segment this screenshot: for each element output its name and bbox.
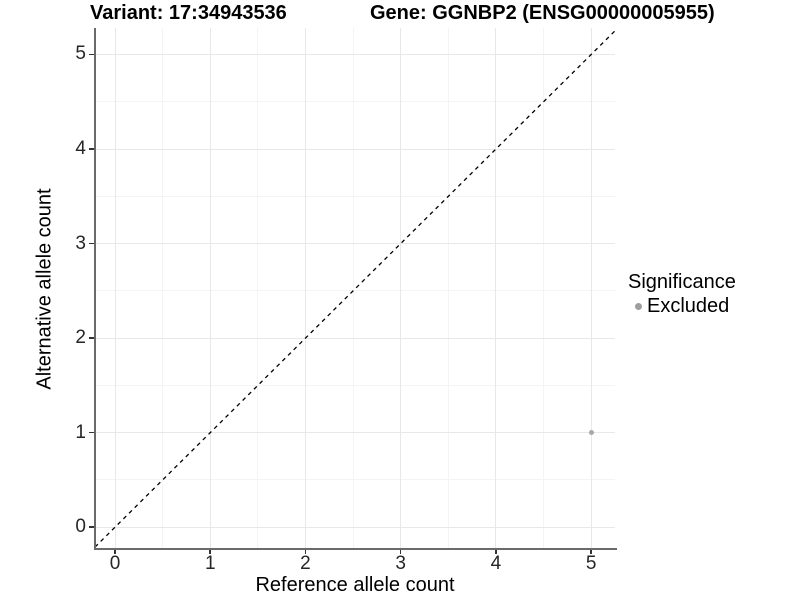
gridline-minor-vertical [257,28,259,548]
x-tick-label: 1 [204,553,216,574]
legend-title: Significance [628,271,736,293]
gridline-minor-vertical [447,28,449,548]
gridline-major-vertical [590,28,592,548]
gridline-major-vertical [304,28,306,548]
x-axis-tick [590,549,592,554]
gridline-minor-vertical [543,28,545,548]
y-axis-tick [89,53,94,56]
y-tick-label: 1 [75,421,86,443]
gridline-minor-vertical [162,28,164,548]
gridline-minor-vertical [352,28,354,548]
legend-item-excluded: Excluded [628,295,736,318]
y-axis-tick [89,242,94,245]
y-axis-title: Alternative allele count [33,188,56,390]
x-tick-label: 2 [300,553,311,574]
gridline-major-horizontal [95,148,615,150]
y-tick-label: 0 [75,516,86,538]
x-axis-tick [399,549,402,554]
y-axis-tick [89,526,94,528]
legend-point-icon [635,303,642,310]
gridline-minor-horizontal [95,101,615,103]
gridline-minor-horizontal [95,290,615,292]
x-axis-tick [304,549,307,554]
y-axis-tick [89,431,94,434]
plot-title-gene: Gene: GGNBP2 (ENSG00000005955) [370,2,715,24]
gridline-major-horizontal [95,243,615,245]
y-tick-label: 3 [75,232,86,254]
legend: Significance Excluded [628,271,736,318]
y-tick-label: 4 [75,138,86,160]
legend-item-label: Excluded [647,295,730,317]
y-axis-tick [89,337,94,339]
x-tick-label: 3 [395,553,406,574]
x-tick-label: 5 [585,553,597,574]
x-axis-tick [495,549,497,554]
data-point [588,430,594,436]
x-axis-line [93,547,617,550]
y-axis-line [93,28,96,550]
gridline-major-vertical [209,28,211,548]
y-tick-label: 5 [75,43,86,65]
plot-panel [95,28,615,548]
gridline-major-horizontal [95,337,615,339]
plot-title-variant: Variant: 17:34943536 [90,2,287,24]
gridline-major-horizontal [95,526,615,528]
gridline-minor-horizontal [95,195,615,197]
gridline-major-vertical [400,28,402,548]
gridline-major-vertical [495,28,497,548]
gridline-major-vertical [114,28,116,548]
x-axis-tick [209,549,211,554]
x-axis-title: Reference allele count [255,574,455,596]
gridline-minor-horizontal [95,384,615,386]
gridline-minor-horizontal [95,479,615,481]
x-tick-label: 0 [109,553,121,574]
gridline-major-horizontal [95,432,615,434]
x-axis-tick [114,549,116,554]
gridline-major-horizontal [95,53,615,55]
identity-line [95,30,615,548]
y-tick-label: 2 [75,327,86,349]
y-axis-tick [89,148,94,150]
x-tick-label: 4 [490,553,502,574]
